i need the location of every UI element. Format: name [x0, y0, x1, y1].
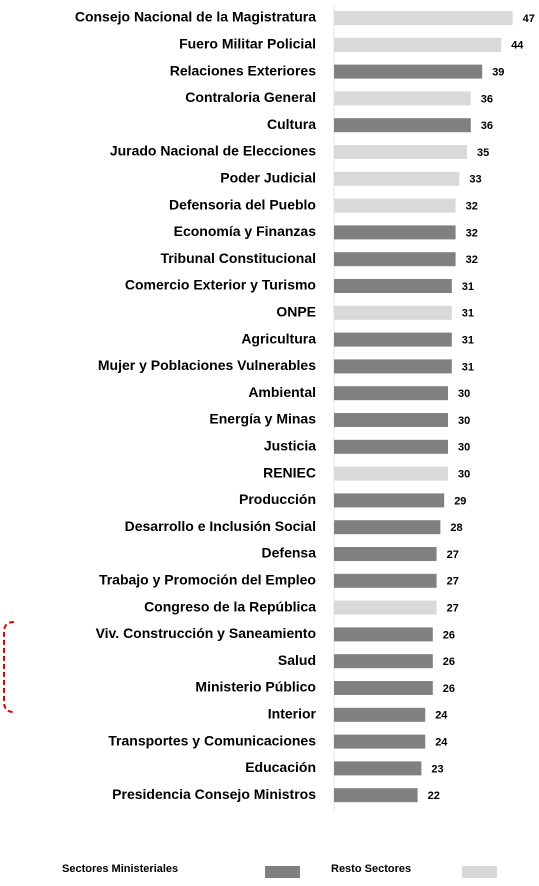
category-label: Trabajo y Promoción del Empleo [99, 572, 316, 588]
category-label: Interior [268, 706, 317, 722]
category-label: Ambiental [248, 384, 316, 400]
value-label: 31 [462, 335, 474, 347]
category-label: Salud [278, 652, 316, 668]
category-label: RENIEC [263, 464, 316, 480]
value-label: 23 [431, 763, 443, 775]
value-label: 27 [447, 576, 459, 588]
category-label: Ministerio Público [195, 679, 316, 695]
value-label: 33 [469, 174, 481, 186]
legend-label: Resto Sectores [331, 863, 411, 875]
value-label: 27 [447, 603, 459, 615]
value-label: 27 [447, 549, 459, 561]
category-label: Mujer y Poblaciones Vulnerables [98, 357, 316, 373]
category-label: Viv. Construcción y Saneamiento [96, 625, 316, 641]
bar [334, 681, 433, 695]
bar [334, 37, 502, 52]
value-label: 26 [443, 656, 455, 668]
bar [334, 627, 433, 642]
category-label: Defensa [262, 545, 317, 561]
category-label: Justicia [264, 438, 316, 454]
bar [334, 64, 483, 79]
value-label: 31 [462, 361, 474, 373]
value-label: 32 [466, 227, 478, 239]
bar [334, 225, 456, 240]
bar [334, 171, 460, 186]
value-label: 22 [428, 790, 440, 802]
bar [334, 520, 441, 535]
value-label: 39 [492, 67, 504, 79]
value-label: 36 [481, 120, 493, 132]
bar [334, 600, 437, 615]
value-label: 26 [443, 683, 455, 695]
legend-swatch [462, 866, 497, 878]
bar [334, 788, 418, 803]
value-label: 47 [523, 13, 535, 25]
category-label: Contraloria General [185, 89, 316, 105]
value-label: 24 [435, 737, 448, 749]
value-label: 35 [477, 147, 489, 159]
category-label: Educación [245, 759, 316, 775]
category-label: Desarrollo e Inclusión Social [125, 518, 316, 534]
bar [334, 493, 445, 508]
category-label: Congreso de la República [144, 598, 316, 614]
category-label: Producción [239, 491, 316, 507]
bar [334, 439, 448, 454]
bar [334, 279, 452, 293]
bar [334, 118, 471, 133]
bar [334, 198, 456, 213]
category-label: Fuero Militar Policial [179, 36, 316, 52]
value-label: 24 [435, 710, 448, 722]
legend-swatch [265, 866, 300, 878]
value-label: 30 [458, 415, 470, 427]
category-label: Poder Judicial [220, 170, 316, 186]
value-label: 32 [466, 254, 478, 266]
bar [334, 252, 456, 267]
value-label: 26 [443, 629, 455, 641]
bar [334, 761, 422, 776]
bar [334, 305, 452, 320]
category-label: Tribunal Constitucional [160, 250, 316, 266]
value-label: 44 [511, 40, 524, 52]
category-label: Agricultura [241, 330, 316, 346]
bar [334, 413, 448, 427]
category-label: Jurado Nacional de Elecciones [110, 143, 316, 159]
value-label: 30 [458, 388, 470, 400]
bar [334, 573, 437, 588]
category-label: Energía y Minas [209, 411, 316, 427]
bar [334, 332, 452, 347]
value-label: 30 [458, 469, 470, 481]
bar [334, 734, 426, 749]
bar [334, 145, 467, 159]
bar [334, 707, 426, 722]
bar [334, 547, 437, 561]
bar [334, 11, 513, 25]
category-label: Relaciones Exteriores [170, 62, 317, 78]
category-label: Comercio Exterior y Turismo [125, 277, 316, 293]
category-label: ONPE [276, 304, 316, 320]
bar [334, 466, 448, 481]
bar [334, 654, 433, 669]
category-label: Defensoria del Pueblo [169, 196, 316, 212]
highlight-bracket [3, 621, 15, 713]
category-label: Presidencia Consejo Ministros [112, 786, 316, 802]
value-label: 30 [458, 442, 470, 454]
bar [334, 386, 448, 401]
value-label: 28 [450, 522, 462, 534]
category-label: Transportes y Comunicaciones [108, 732, 316, 748]
value-label: 31 [462, 308, 474, 320]
value-label: 32 [466, 201, 478, 213]
bar [334, 359, 452, 374]
category-label: Consejo Nacional de la Magistratura [75, 9, 316, 25]
value-label: 36 [481, 93, 493, 105]
value-label: 31 [462, 281, 474, 293]
legend-label: Sectores Ministeriales [62, 863, 178, 875]
category-label: Economía y Finanzas [174, 223, 317, 239]
bar [334, 91, 471, 106]
category-label: Cultura [267, 116, 316, 132]
value-label: 29 [454, 495, 466, 507]
